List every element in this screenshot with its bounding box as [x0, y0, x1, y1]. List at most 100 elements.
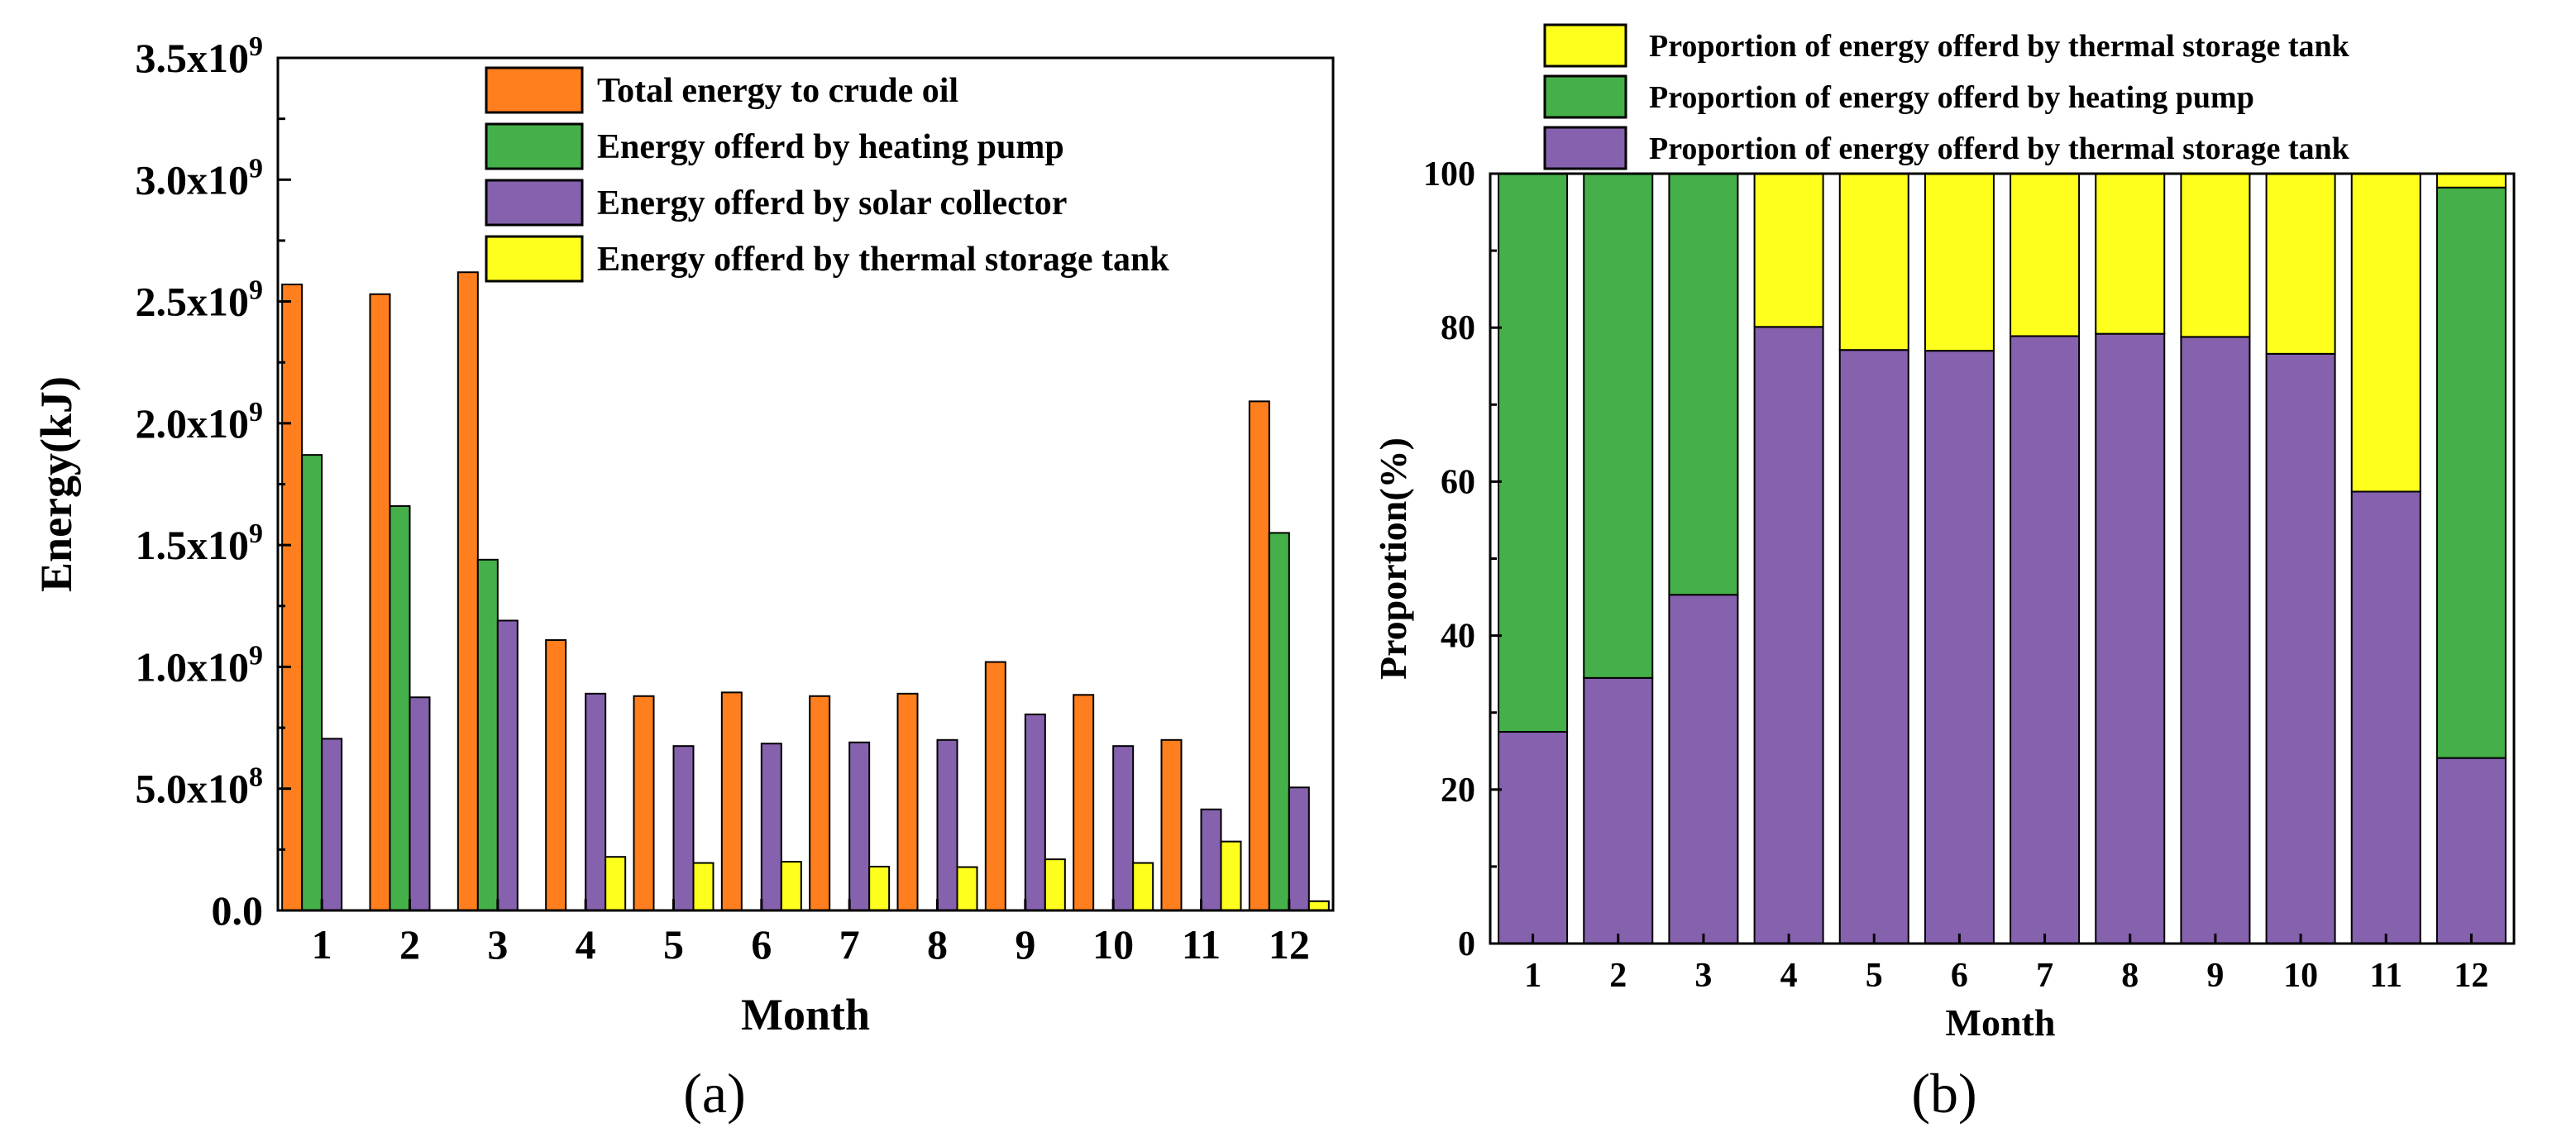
bar-a-month2-series3	[409, 696, 431, 911]
x-tick-label-b: 7	[2036, 957, 2053, 995]
y-tick-label-a: 3.5x109	[136, 31, 264, 81]
bar-a-month10-series1	[1073, 694, 1095, 911]
bar-b-month8-series3	[2095, 173, 2166, 335]
bar-b-month12-series3	[2435, 173, 2507, 189]
bar-b-month5-series1	[1838, 349, 1909, 945]
y-tick-label-a: 2.5x109	[136, 275, 264, 325]
bar-a-month12-series3	[1288, 786, 1310, 912]
x-tick-label-b: 4	[1780, 957, 1798, 995]
bar-a-month2-series1	[369, 293, 391, 911]
x-tick-label-b: 3	[1694, 957, 1712, 995]
bar-a-month8-series3	[936, 738, 958, 911]
bar-b-month1-series2	[1498, 173, 1569, 733]
bar-b-month3-series1	[1668, 594, 1739, 945]
legend-swatch-b	[1543, 74, 1627, 119]
x-tick-label-b: 6	[1951, 957, 1968, 995]
bar-b-month9-series3	[2180, 173, 2251, 338]
y-tick-label-b: 0	[1458, 925, 1475, 963]
bar-a-month12-series4	[1307, 900, 1330, 911]
bar-a-month6-series3	[760, 743, 782, 911]
x-tick-label-a: 9	[1015, 921, 1035, 968]
bar-a-month3-series2	[476, 558, 499, 911]
y-tick-label-a: 5.0x108	[136, 762, 264, 812]
bar-a-month5-series1	[633, 695, 655, 912]
bar-b-month4-series3	[1753, 173, 1824, 328]
y-tick-label-a: 0.0	[212, 887, 264, 934]
bar-b-month10-series1	[2265, 352, 2336, 944]
x-tick-label-b: 9	[2206, 957, 2224, 995]
x-tick-label-a: 6	[751, 921, 772, 968]
x-tick-label-b: 2	[1609, 957, 1627, 995]
bar-b-month12-series2	[2435, 186, 2507, 759]
x-tick-label-a: 4	[576, 921, 596, 968]
bar-b-month12-series1	[2435, 757, 2507, 945]
x-tick-label-b: 1	[1524, 957, 1541, 995]
x-tick-label-a: 7	[839, 921, 860, 968]
x-axis-title-a: Month	[741, 990, 870, 1039]
legend-swatch-b	[1543, 126, 1627, 170]
legend-label-a: Total energy to crude oil	[597, 72, 958, 110]
y-tick-label-b: 40	[1441, 618, 1475, 656]
x-tick-label-a: 8	[927, 921, 948, 968]
y-axis-title-a: Energy(kJ)	[31, 376, 81, 592]
legend-a: Total energy to crude oil Energy offerd b…	[485, 66, 1169, 283]
bar-a-month9-series3	[1024, 713, 1046, 911]
chart-panel-a: 0.0 5.0x108 1.0x109 1.5x109 2.0x109 2.5x109 3.…	[31, 31, 1335, 1125]
bar-a-month5-series3	[672, 745, 695, 912]
legend-swatch-a	[485, 179, 584, 227]
legend-label-b: Proportion of energy offerd by heating p…	[1649, 80, 2254, 115]
bar-a-month7-series3	[848, 741, 871, 912]
bar-b-month6-series1	[1924, 350, 1995, 944]
bar-b-month4-series1	[1753, 326, 1824, 945]
bar-a-month9-series4	[1044, 858, 1066, 912]
legend-swatch-a	[485, 66, 584, 114]
x-tick-label-b: 11	[2369, 957, 2402, 995]
bar-a-month5-series4	[692, 862, 714, 912]
bar-b-month5-series3	[1838, 173, 1909, 351]
x-axis-title-b: Month	[1946, 1001, 2056, 1044]
legend-swatch-a	[485, 235, 584, 283]
bar-b-month8-series1	[2095, 332, 2166, 944]
bar-a-month1-series3	[321, 738, 343, 911]
bar-a-month7-series1	[809, 695, 831, 912]
bar-a-month8-series1	[896, 692, 919, 911]
bar-a-month11-series3	[1200, 808, 1222, 912]
y-tick-label-a: 2.0x109	[136, 397, 264, 447]
bar-b-month9-series1	[2180, 336, 2251, 944]
bar-a-month7-series4	[868, 865, 891, 912]
bar-b-month2-series1	[1583, 676, 1654, 944]
y-tick-label-b: 80	[1441, 309, 1475, 347]
bar-a-month9-series1	[984, 661, 1006, 912]
bar-b-month3-series2	[1668, 173, 1739, 596]
x-tick-label-b: 5	[1866, 957, 1883, 995]
bar-b-month7-series3	[2010, 173, 2081, 337]
bar-b-month11-series3	[2350, 173, 2421, 493]
y-tick-label-b: 60	[1441, 463, 1475, 501]
bar-a-month12-series2	[1268, 532, 1290, 912]
bar-a-month10-series3	[1112, 745, 1135, 912]
x-tick-label-a: 1	[312, 921, 332, 968]
bar-b-month10-series3	[2265, 173, 2336, 355]
y-tick-label-b: 20	[1441, 772, 1475, 810]
legend-label-a: Energy offerd by heating pump	[597, 128, 1064, 166]
bar-a-month8-series4	[956, 866, 978, 911]
legend-swatch-b	[1543, 23, 1627, 68]
legend-label-b: Proportion of energy offerd by thermal s…	[1649, 131, 2350, 166]
x-tick-label-a: 10	[1092, 921, 1134, 968]
legend-label-b: Proportion of energy offerd by thermal s…	[1649, 29, 2350, 64]
bar-b-month7-series1	[2010, 335, 2081, 945]
x-tick-label-b: 10	[2283, 957, 2318, 995]
x-tick-label-b: 8	[2121, 957, 2139, 995]
bar-a-month12-series1	[1248, 400, 1270, 911]
x-tick-label-a: 5	[663, 921, 684, 968]
panel-label-a: (a)	[683, 1062, 745, 1125]
bar-b-month2-series2	[1583, 173, 1654, 679]
x-tick-label-b: 12	[2454, 957, 2488, 995]
x-tick-label-a: 2	[399, 921, 420, 968]
bar-b-month1-series1	[1498, 730, 1569, 944]
bar-a-month6-series4	[780, 861, 802, 911]
y-tick-label-a: 1.0x109	[136, 640, 264, 690]
x-tick-label-a: 12	[1269, 921, 1310, 968]
